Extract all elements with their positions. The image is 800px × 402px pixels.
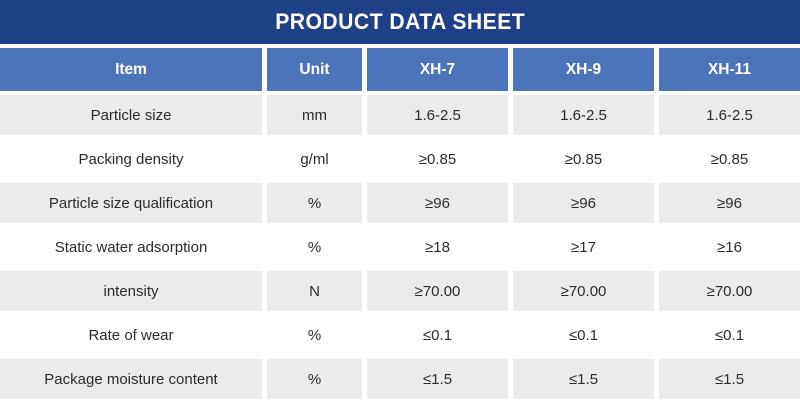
row-item-label: intensity: [0, 271, 262, 311]
table-row-static-water-adsorption: Static water adsorption % ≥18 ≥17 ≥16: [0, 227, 800, 267]
title-bar: PRODUCT DATA SHEET: [0, 0, 800, 44]
row-value-xh11: ≥0.85: [659, 139, 800, 179]
row-value-xh11: ≥96: [659, 183, 800, 223]
row-value-xh7: ≥70.00: [367, 271, 508, 311]
row-item-label: Rate of wear: [0, 315, 262, 355]
row-value-xh11: ≤1.5: [659, 359, 800, 399]
row-value-xh9: 1.6-2.5: [513, 95, 654, 135]
row-value-xh11: ≤0.1: [659, 315, 800, 355]
row-value-xh7: ≤0.1: [367, 315, 508, 355]
column-header-item: Item: [0, 48, 262, 91]
row-unit: mm: [267, 95, 362, 135]
row-value-xh11: 1.6-2.5: [659, 95, 800, 135]
table-row-package-moisture-content: Package moisture content % ≤1.5 ≤1.5 ≤1.…: [0, 359, 800, 399]
table-row-particle-size-qualification: Particle size qualification % ≥96 ≥96 ≥9…: [0, 183, 800, 223]
row-item-label: Static water adsorption: [0, 227, 262, 267]
row-item-label: Package moisture content: [0, 359, 262, 399]
column-header-xh11: XH-11: [659, 48, 800, 91]
row-value-xh9: ≤0.1: [513, 315, 654, 355]
row-unit: N: [267, 271, 362, 311]
table-row-packing-density: Packing density g/ml ≥0.85 ≥0.85 ≥0.85: [0, 139, 800, 179]
row-item-label: Packing density: [0, 139, 262, 179]
row-unit: %: [267, 183, 362, 223]
row-value-xh7: ≥0.85: [367, 139, 508, 179]
row-value-xh7: ≥18: [367, 227, 508, 267]
row-unit: g/ml: [267, 139, 362, 179]
row-item-label: Particle size qualification: [0, 183, 262, 223]
table-header-row: Item Unit XH-7 XH-9 XH-11: [0, 48, 800, 91]
row-unit: %: [267, 227, 362, 267]
table-row-rate-of-wear: Rate of wear % ≤0.1 ≤0.1 ≤0.1: [0, 315, 800, 355]
row-value-xh9: ≥96: [513, 183, 654, 223]
column-header-xh9: XH-9: [513, 48, 654, 91]
page-title: PRODUCT DATA SHEET: [275, 9, 525, 34]
row-unit: %: [267, 359, 362, 399]
row-unit: %: [267, 315, 362, 355]
table-row-intensity: intensity N ≥70.00 ≥70.00 ≥70.00: [0, 271, 800, 311]
row-value-xh7: 1.6-2.5: [367, 95, 508, 135]
row-value-xh9: ≥0.85: [513, 139, 654, 179]
row-value-xh7: ≤1.5: [367, 359, 508, 399]
column-header-xh7: XH-7: [367, 48, 508, 91]
row-value-xh9: ≤1.5: [513, 359, 654, 399]
row-value-xh9: ≥70.00: [513, 271, 654, 311]
column-header-unit: Unit: [267, 48, 362, 91]
table-row-particle-size: Particle size mm 1.6-2.5 1.6-2.5 1.6-2.5: [0, 95, 800, 135]
row-value-xh9: ≥17: [513, 227, 654, 267]
row-value-xh7: ≥96: [367, 183, 508, 223]
row-item-label: Particle size: [0, 95, 262, 135]
row-value-xh11: ≥16: [659, 227, 800, 267]
row-value-xh11: ≥70.00: [659, 271, 800, 311]
